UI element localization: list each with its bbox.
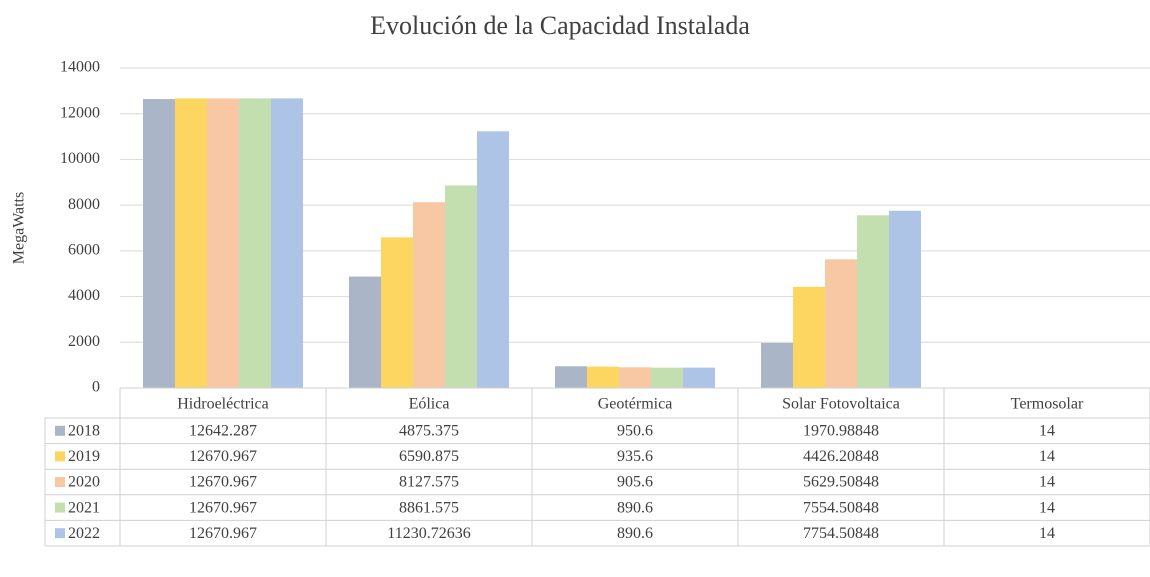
- bar: [239, 98, 271, 388]
- bar: [651, 367, 683, 388]
- bar: [793, 286, 825, 388]
- legend-label: 2020: [68, 474, 100, 491]
- bar: [271, 98, 303, 388]
- table-cell: 5629.50848: [803, 474, 879, 491]
- legend-key: [55, 425, 65, 436]
- table-cell: 14: [1039, 448, 1055, 465]
- legend-label: 2018: [68, 422, 100, 439]
- table-cell: 905.6: [617, 474, 653, 491]
- table-cell: 950.6: [617, 422, 653, 439]
- x-tick-label: Eólica: [409, 396, 450, 413]
- table-cell: 12642.287: [189, 422, 257, 439]
- table-cell: 8127.575: [399, 474, 459, 491]
- bar: [587, 366, 619, 388]
- table-cell: 1970.98848: [803, 422, 879, 439]
- bar: [445, 185, 477, 388]
- legend-label: 2021: [68, 499, 100, 516]
- bar: [175, 98, 207, 388]
- table-cell: 6590.875: [399, 448, 459, 465]
- bar: [619, 367, 651, 388]
- table-cell: 12670.967: [189, 448, 257, 465]
- table-cell: 890.6: [617, 499, 653, 516]
- table-cell: 12670.967: [189, 499, 257, 516]
- legend-label: 2019: [68, 448, 100, 465]
- x-tick-label: Geotérmica: [598, 396, 673, 413]
- table-cell: 935.6: [617, 448, 653, 465]
- table-cell: 7554.50848: [803, 499, 879, 516]
- bar: [349, 276, 381, 388]
- table-cell: 14: [1039, 474, 1055, 491]
- legend-key: [55, 477, 65, 487]
- table-cell: 4875.375: [399, 422, 459, 439]
- x-tick-label: Solar Fotovoltaica: [782, 396, 900, 413]
- legend-label: 2022: [68, 525, 100, 542]
- y-tick-label: 14000: [60, 59, 100, 76]
- table-cell: 12670.967: [189, 525, 257, 542]
- table-cell: 14: [1039, 422, 1055, 439]
- bar: [761, 342, 793, 388]
- bar: [207, 98, 239, 388]
- y-tick-label: 4000: [68, 287, 100, 304]
- bar: [477, 131, 509, 389]
- y-axis-label: MegaWatts: [11, 192, 28, 264]
- chart-title: Evolución de la Capacidad Instalada: [370, 11, 750, 40]
- table-cell: 14: [1039, 525, 1055, 542]
- table-cell: 4426.20848: [803, 448, 879, 465]
- legend-key: [55, 528, 65, 539]
- y-tick-label: 10000: [60, 150, 100, 167]
- y-tick-label: 12000: [60, 104, 100, 121]
- table-cell: 890.6: [617, 525, 653, 542]
- table-cell: 11230.72636: [387, 525, 470, 542]
- table-cell: 8861.575: [399, 499, 459, 516]
- x-tick-label: Hidroeléctrica: [177, 396, 269, 413]
- legend-key: [55, 451, 65, 462]
- table-cell: 7754.50848: [803, 525, 879, 542]
- y-tick-label: 8000: [68, 196, 100, 213]
- legend-key: [55, 502, 65, 513]
- y-tick-label: 0: [92, 379, 100, 396]
- bar: [857, 215, 889, 388]
- bar: [381, 237, 413, 388]
- table-cell: 12670.967: [189, 474, 257, 491]
- y-tick-label: 6000: [68, 242, 100, 259]
- x-tick-label: Termosolar: [1011, 396, 1084, 413]
- table-cell: 14: [1039, 499, 1055, 516]
- bar: [683, 367, 715, 388]
- y-tick-label: 2000: [68, 333, 100, 350]
- bar: [825, 259, 857, 388]
- bar: [555, 366, 587, 388]
- bar: [889, 210, 921, 388]
- bar: [413, 202, 445, 388]
- bar: [143, 99, 175, 388]
